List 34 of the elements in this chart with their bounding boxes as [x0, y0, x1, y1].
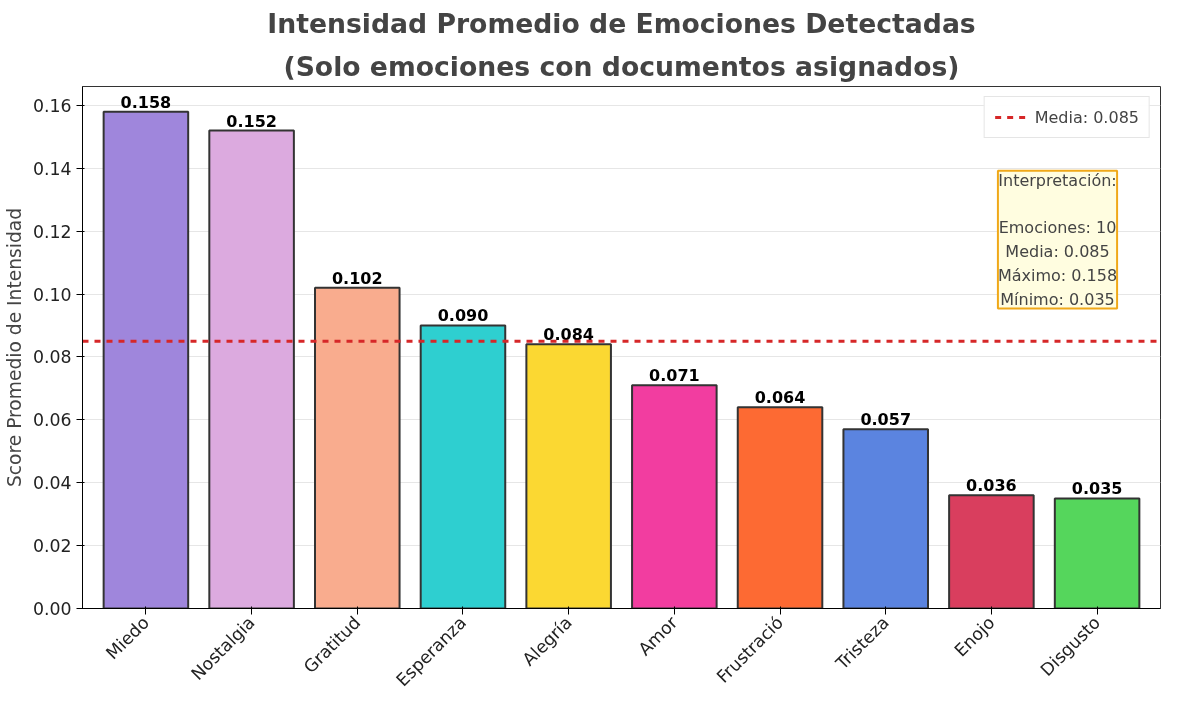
legend-label: Media: 0.085	[1034, 107, 1139, 127]
y-tick-label: 0.06	[32, 410, 72, 431]
text: Interpretación: Emociones: 10 Media: 0.085 Máximo: 0.158 Mínimo: 0.035	[997, 170, 1118, 309]
data-label: 0.152	[226, 111, 277, 131]
bar	[736, 406, 824, 609]
data-label: 0.084	[543, 325, 594, 345]
bar	[314, 286, 401, 609]
data-label: 0.158	[120, 92, 172, 112]
data-label: 0.036	[966, 476, 1017, 496]
y-tick-label: 0.04	[32, 473, 72, 494]
y-axis-title: Score Promedio de Intensidad	[3, 207, 25, 488]
data-label: 0.035	[1071, 479, 1123, 499]
y-tick-label: 0.14	[32, 158, 72, 179]
bar	[525, 343, 612, 609]
y-tick-label: 0.10	[32, 284, 72, 305]
bar	[208, 129, 295, 609]
data-label: 0.102	[331, 268, 383, 288]
y-tick-label: 0.16	[32, 95, 72, 116]
chart-title: Intensidad Promedio de Emociones Detectadas	[267, 7, 976, 39]
bar	[1053, 497, 1141, 609]
y-tick-label: 0.12	[32, 221, 72, 242]
data-label: 0.064	[754, 388, 806, 408]
y-tick-label: 0.02	[32, 536, 72, 557]
y-tick-label: 0.00	[32, 599, 72, 619]
y-tick-label: 0.08	[32, 347, 72, 368]
bar	[419, 324, 507, 609]
data-label: 0.090	[437, 306, 489, 326]
bar	[631, 384, 718, 609]
bar	[102, 110, 190, 609]
bar	[948, 494, 1035, 609]
data-label: 0.071	[649, 366, 700, 386]
data-label: 0.057	[860, 410, 912, 430]
bar	[842, 428, 929, 609]
chart-subtitle: (Solo emociones con documentos asignados)	[283, 50, 960, 82]
